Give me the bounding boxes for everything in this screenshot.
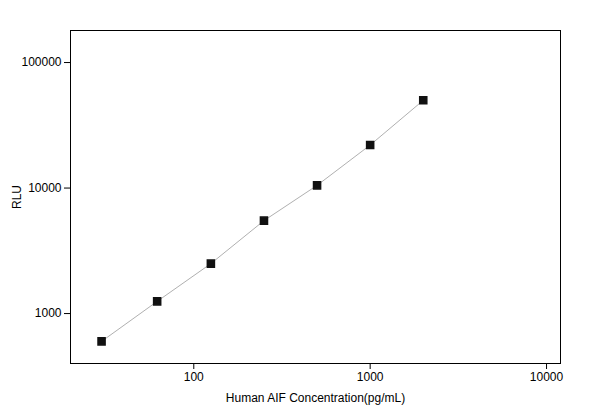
svg-text:100: 100 (184, 370, 204, 384)
svg-text:100000: 100000 (21, 55, 61, 69)
svg-text:Human AIF Concentration(pg/mL): Human AIF Concentration(pg/mL) (226, 391, 405, 405)
svg-text:1000: 1000 (35, 306, 62, 320)
svg-text:1000: 1000 (357, 370, 384, 384)
svg-text:10000: 10000 (28, 181, 62, 195)
svg-text:10000: 10000 (530, 370, 564, 384)
svg-text:RLU: RLU (10, 185, 24, 209)
